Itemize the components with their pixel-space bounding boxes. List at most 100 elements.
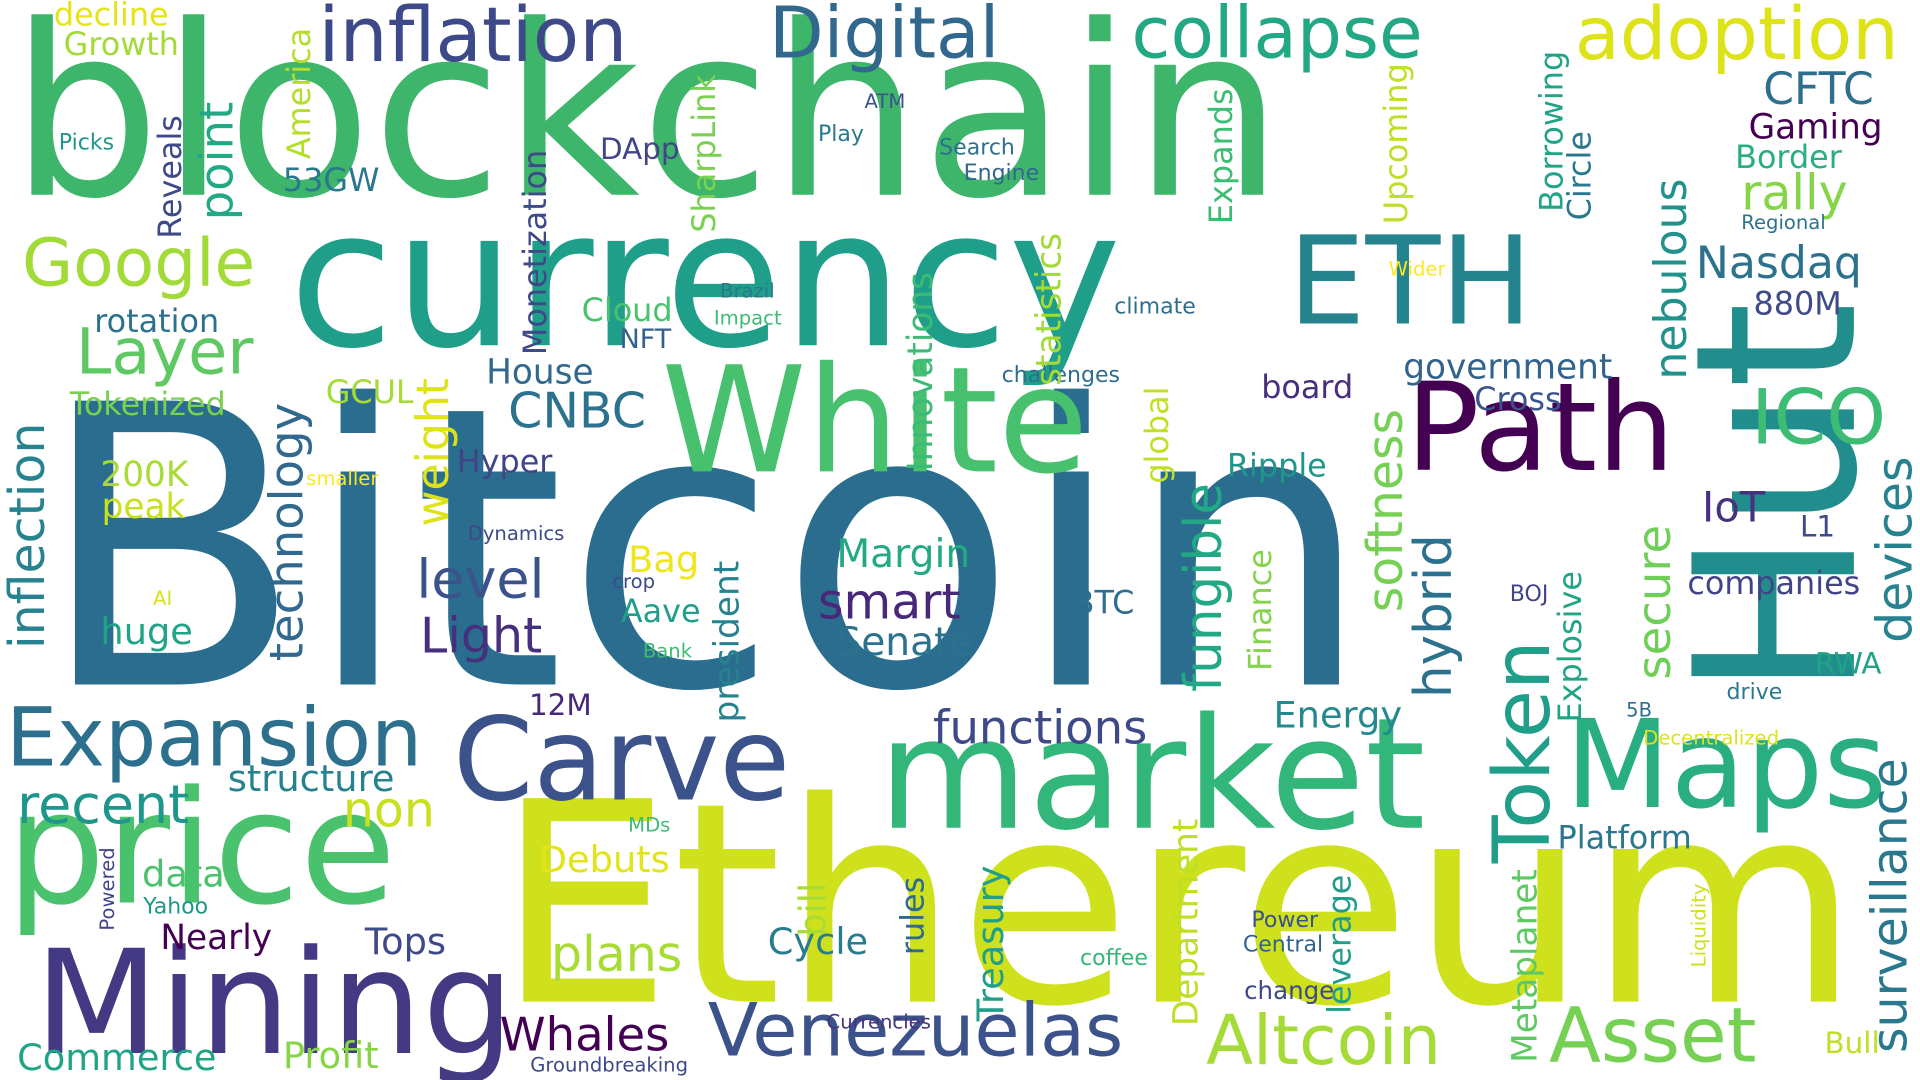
word-search: Search — [939, 134, 1015, 161]
word-global: global — [1140, 386, 1177, 484]
word-smaller: smaller — [306, 466, 379, 490]
word-groundbreaking: Groundbreaking — [530, 1053, 689, 1077]
word-collapse: collapse — [1131, 0, 1423, 75]
word-impact: Impact — [713, 306, 782, 330]
word-metaplanet: Metaplanet — [1504, 869, 1546, 1063]
word-altcoin: Altcoin — [1206, 1001, 1442, 1080]
word-companies: companies — [1687, 565, 1861, 603]
word-blockchain: blockchain — [9, 0, 1284, 252]
word-softness: softness — [1357, 408, 1415, 613]
word-maps: Maps — [1564, 693, 1888, 837]
word-plans: plans — [551, 926, 683, 984]
word-monetization: Monetization — [517, 149, 555, 356]
word-america: America — [281, 27, 319, 160]
word-yahoo: Yahoo — [143, 893, 209, 920]
word-data: data — [142, 853, 225, 897]
word-aave: Aave — [620, 593, 701, 631]
word-inflection: inflection — [0, 422, 57, 649]
word-reveals: Reveals — [153, 115, 190, 239]
word-technology: technology — [259, 402, 314, 662]
word-btc: BTC — [1072, 585, 1135, 623]
word-whales: Whales — [499, 1007, 670, 1062]
word-structure: structure — [227, 757, 395, 801]
word-border: Border — [1735, 139, 1842, 177]
word-change: change — [1244, 975, 1335, 1006]
word-energy: Energy — [1273, 694, 1403, 738]
word-expansion: Expansion — [6, 690, 423, 785]
word-hut: Hut — [1646, 301, 1907, 698]
word-ai: AI — [153, 586, 173, 610]
word-president: president — [706, 560, 747, 723]
word-sharplink: SharpLink — [686, 74, 724, 233]
word-non: non — [342, 782, 435, 839]
word-point: point — [189, 101, 244, 221]
word-l1: L1 — [1800, 509, 1836, 544]
word-bank: Bank — [642, 639, 693, 663]
word-rotation: rotation — [94, 303, 220, 341]
word-layer: Layer — [75, 315, 254, 390]
word-carve: Carve — [453, 694, 791, 828]
word-treasury: Treasury — [969, 865, 1013, 1022]
word-880m: 880M — [1753, 286, 1842, 324]
word-digital: Digital — [768, 0, 1000, 75]
word-statistics: statistics — [1028, 232, 1069, 386]
word-currencies: Currencies — [826, 1010, 931, 1034]
word-rally: rally — [1741, 165, 1848, 222]
word-tops: Tops — [364, 920, 447, 964]
word-circle: Circle — [1562, 131, 1600, 221]
word-bull: Bull — [1824, 1026, 1880, 1061]
word-cycle: Cycle — [767, 920, 869, 964]
word-path: Path — [1405, 356, 1675, 500]
word-mds: MDs — [628, 813, 671, 837]
word-expands: Expands — [1203, 88, 1241, 225]
word-adoption: adoption — [1574, 0, 1899, 78]
word-hybrid: hybrid — [1403, 534, 1464, 698]
word-53gw: 53GW — [282, 162, 380, 200]
word-cftc: CFTC — [1763, 64, 1874, 116]
word-power: Power — [1251, 907, 1319, 934]
word-profit: Profit — [282, 1034, 379, 1078]
word-12m: 12M — [528, 688, 592, 723]
word-challenges: challenges — [1001, 362, 1121, 389]
word-nft: NFT — [619, 324, 672, 356]
word-liquidity: Liquidity — [1687, 883, 1711, 968]
word-recent: recent — [17, 773, 190, 837]
word-cross: Cross — [1474, 382, 1562, 419]
word-cnbc: CNBC — [508, 383, 646, 440]
word-weight: weight — [408, 377, 460, 527]
word-surveillance: surveillance — [1862, 758, 1919, 1054]
word-smart: smart — [817, 574, 961, 631]
word-crop: crop — [612, 569, 656, 593]
word-200k: 200K — [100, 454, 189, 495]
word-cloud: Cloud — [581, 292, 673, 330]
word-gcul: GCUL — [325, 374, 414, 412]
word-hyper: Hyper — [456, 444, 553, 482]
word-house: House — [486, 351, 594, 392]
word-asset: Asset — [1548, 990, 1757, 1080]
word-boj: BOJ — [1509, 581, 1549, 608]
word-rules: rules — [895, 876, 932, 956]
word-decline: decline — [53, 0, 169, 35]
word-venezuelas: Venezuelas — [707, 988, 1124, 1074]
word-fungible: fungible — [1173, 483, 1234, 692]
word-bitcoin: Bitcoin — [36, 323, 1373, 777]
word-inflation: inflation — [318, 0, 628, 80]
word-senate: Senate — [836, 618, 974, 665]
word-nebulous: nebulous — [1646, 178, 1698, 380]
word-bag: Bag — [628, 538, 700, 582]
word-light: Light — [420, 608, 543, 665]
word-brazil: Brazil — [720, 279, 775, 303]
word-finance: Finance — [1242, 549, 1280, 672]
word-peak: peak — [101, 486, 186, 527]
word-central: Central — [1242, 931, 1324, 958]
word-atm: ATM — [864, 89, 906, 113]
word-devices: devices — [1867, 456, 1920, 643]
word-ethereum: Ethereum — [495, 742, 1860, 1068]
word-secure: secure — [1627, 524, 1682, 680]
word-commerce: Commerce — [17, 1037, 217, 1080]
word-explosive: Explosive — [1552, 571, 1590, 723]
word-token: Token — [1477, 640, 1569, 864]
word-level: level — [416, 548, 545, 612]
word-google: Google — [22, 224, 256, 302]
